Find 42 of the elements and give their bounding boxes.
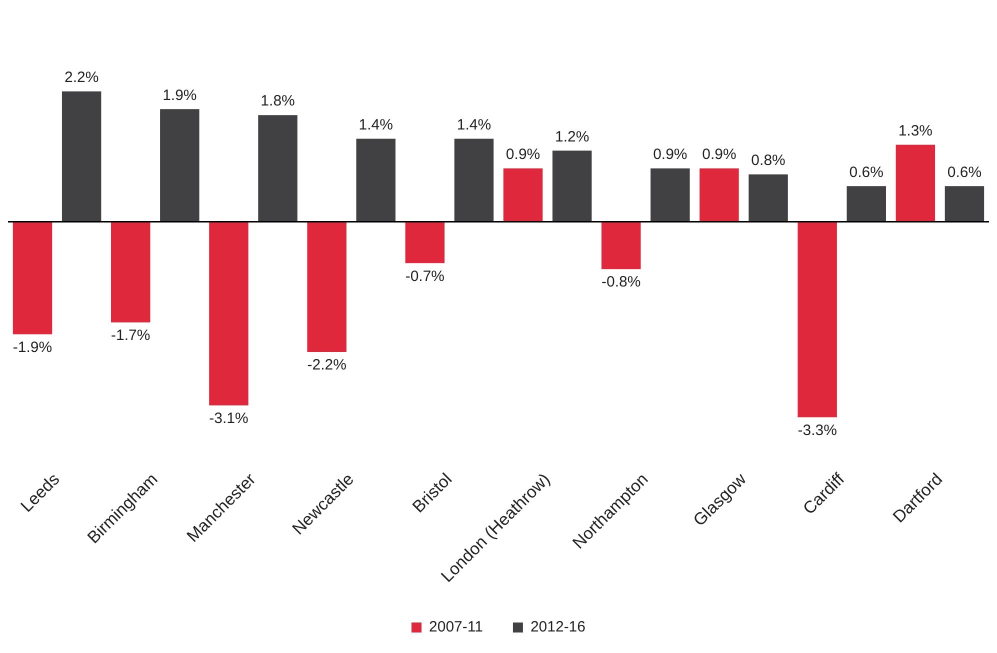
bar [62,91,102,222]
bar [650,168,690,222]
bar [748,174,788,222]
bar [209,222,248,406]
data-label: -1.9% [12,338,52,356]
bar [798,222,837,418]
bar [700,168,739,222]
data-label: 0.6% [849,164,884,181]
legend-label: 2012-16 [530,618,586,636]
bar [944,186,984,222]
legend-label: 2007-11 [429,618,483,636]
bar [454,138,494,222]
bar [356,138,396,222]
bar [160,109,200,222]
data-label: 0.9% [653,146,688,164]
data-label: -0.7% [405,268,445,285]
bar [552,150,592,222]
data-label: -1.7% [111,327,150,344]
data-label: 1.4% [456,116,492,134]
data-label: 1.4% [358,116,393,134]
bar [258,115,298,222]
data-label: 1.2% [554,128,590,146]
data-label: -2.2% [307,356,346,374]
data-label: 1.9% [162,86,197,104]
data-label: 0.9% [506,146,540,164]
bar [602,222,641,270]
bar [307,222,346,352]
data-label: 2.2% [64,69,99,86]
bar [12,222,52,334]
data-label: -3.3% [798,422,837,439]
bar [896,144,936,222]
data-label: -0.8% [602,274,641,291]
data-label: -3.1% [209,410,248,427]
data-label: 0.9% [702,146,736,164]
bar [405,222,445,264]
data-label: 1.3% [898,122,933,140]
data-label: 0.8% [751,152,786,169]
data-label: 1.8% [260,92,295,110]
data-label: 0.6% [947,164,982,181]
bar [111,222,150,322]
bar [503,168,543,222]
bar [846,186,886,222]
